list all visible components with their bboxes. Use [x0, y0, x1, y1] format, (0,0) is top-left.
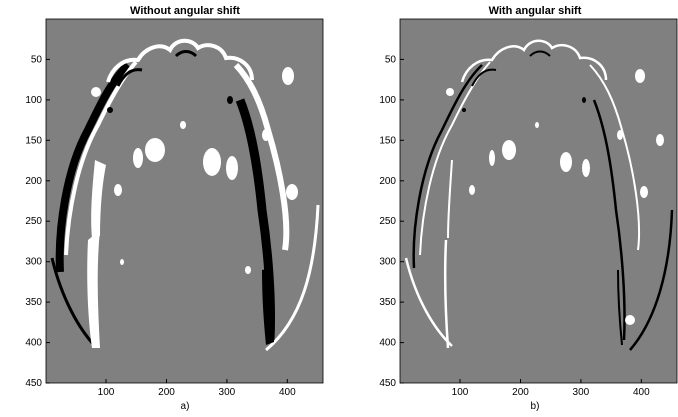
- y-tick-label: 350: [25, 297, 42, 308]
- panel-a-right-outer-arc: [265, 204, 320, 352]
- panel-a-blob: [91, 87, 101, 97]
- panel-b-right-outer-arc: [629, 209, 674, 351]
- panel-b-crown-scallops: [460, 39, 608, 83]
- panel-b-blob: [635, 69, 645, 83]
- panel-a-blob: [203, 148, 221, 176]
- y-tick-label: 50: [385, 54, 397, 65]
- panel-a-crown-black: [116, 50, 198, 87]
- panel-a-blob: [145, 138, 165, 162]
- panel-b-blob: [656, 134, 664, 146]
- panel-a-left-root-2: [91, 160, 106, 238]
- panel-a-crown-scallops: [106, 38, 254, 83]
- y-tick-label: 300: [25, 257, 42, 268]
- panel-b-right-contour: [592, 99, 626, 341]
- panel-b: With angular shift: [379, 5, 678, 412]
- panel-b-right-root: [617, 269, 623, 346]
- panel-b-blob: [582, 159, 590, 177]
- panel-b-difference-image: [404, 39, 674, 351]
- y-tick-label: 450: [379, 378, 396, 389]
- panel-a-blob: [227, 96, 233, 104]
- panel-a-blob: [133, 148, 143, 168]
- y-tick-label: 150: [379, 135, 396, 146]
- panel-b-blob: [489, 150, 495, 166]
- panel-b-blob: [469, 185, 475, 195]
- y-tick-label: 50: [31, 54, 43, 65]
- panel-a-blob: [282, 67, 294, 85]
- x-tick-label: 200: [158, 387, 175, 398]
- y-tick-label: 250: [379, 216, 396, 227]
- y-tick-label: 150: [25, 135, 42, 146]
- panel-b-blob: [582, 97, 586, 103]
- panel-b-blob: [640, 186, 648, 198]
- y-tick-label: 350: [379, 297, 396, 308]
- panel-a-left-root: [87, 230, 100, 348]
- panel-a-caption: a): [181, 401, 190, 412]
- panel-a-blob: [180, 121, 186, 129]
- panel-b-blob: [560, 152, 572, 172]
- x-tick-label: 300: [573, 387, 590, 398]
- panel-b-crown-black: [471, 50, 551, 87]
- panel-a-x-axis: 100 200 300 400: [98, 379, 296, 398]
- panel-a-blob: [245, 266, 251, 274]
- panel-b-y-axis: 50 100 150 200 250 300 350 400 450: [379, 54, 404, 389]
- x-tick-label: 400: [633, 387, 650, 398]
- panel-a-title: Without angular shift: [130, 5, 240, 17]
- panel-a-blob: [107, 107, 113, 113]
- y-tick-label: 400: [379, 338, 396, 349]
- panel-a-blob: [120, 259, 124, 265]
- x-tick-label: 400: [279, 387, 296, 398]
- y-tick-label: 100: [379, 95, 396, 106]
- y-tick-label: 100: [25, 95, 42, 106]
- y-tick-label: 400: [25, 338, 42, 349]
- y-tick-label: 450: [25, 378, 42, 389]
- x-tick-label: 100: [452, 387, 469, 398]
- panel-a-blob: [262, 129, 270, 141]
- x-tick-label: 200: [512, 387, 529, 398]
- y-tick-label: 200: [379, 176, 396, 187]
- panel-b-blob: [502, 140, 516, 160]
- panel-b-x-axis: 100 200 300 400: [452, 379, 650, 398]
- panel-a-blob: [226, 156, 238, 180]
- panel-b-blob: [617, 130, 623, 140]
- panel-a-left-black-contour: [55, 62, 131, 273]
- x-tick-label: 100: [98, 387, 115, 398]
- panel-a-difference-image: [50, 38, 320, 352]
- panel-a-blob: [286, 184, 298, 200]
- panel-b-right-contour-white: [589, 64, 641, 251]
- panel-a-left-outer-arc: [50, 257, 97, 348]
- panel-a: Without angular shift: [25, 5, 324, 412]
- panel-b-blob: [625, 315, 635, 325]
- x-tick-label: 300: [219, 387, 236, 398]
- panel-b-title: With angular shift: [489, 5, 582, 17]
- panel-b-blob: [535, 122, 539, 128]
- panel-b-left-root: [443, 239, 450, 349]
- y-tick-label: 300: [379, 257, 396, 268]
- panel-b-caption: b): [531, 401, 540, 412]
- panel-a-y-axis: 50 100 150 200 250 300 350 400 450: [25, 54, 50, 389]
- y-tick-label: 250: [25, 216, 42, 227]
- panel-a-right-root: [262, 268, 274, 345]
- panel-b-blob: [462, 108, 466, 112]
- y-tick-label: 200: [25, 176, 42, 187]
- panel-b-left-contour: [412, 64, 483, 269]
- panel-a-blob: [114, 184, 122, 196]
- panel-b-blob: [446, 88, 454, 96]
- panel-b-left-root-2: [447, 159, 453, 239]
